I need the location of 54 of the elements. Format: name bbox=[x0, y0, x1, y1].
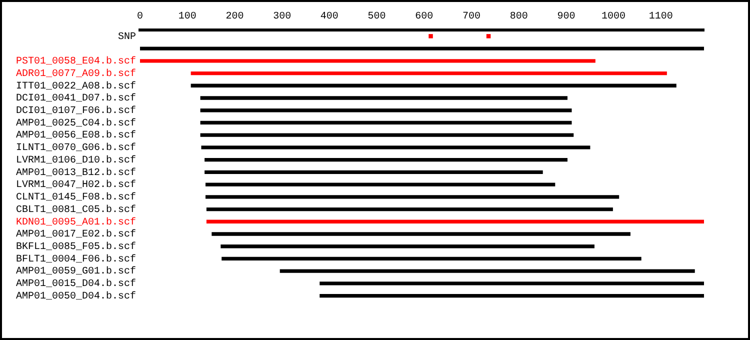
x-tick-label: 0 bbox=[137, 12, 144, 23]
y-tick-label: AMP01_0025_C04.b.scf bbox=[16, 117, 136, 130]
y-tick-label: SNP bbox=[118, 32, 136, 43]
bar bbox=[206, 207, 613, 212]
bar bbox=[222, 256, 642, 261]
y-tick-label: AMP01_0059_G01.b.scf bbox=[16, 266, 136, 278]
bar bbox=[140, 59, 596, 63]
y-tick-label: BKFL1_0085_F05.b.scf bbox=[16, 241, 136, 254]
x-tick-label: 100 bbox=[178, 12, 196, 23]
y-tick-label: DCI01_0107_F06.b.scf bbox=[16, 105, 136, 118]
x-tick-label: 500 bbox=[368, 12, 386, 23]
bar bbox=[140, 46, 704, 50]
bar bbox=[206, 182, 556, 186]
bar bbox=[206, 195, 620, 199]
x-tick-label: 300 bbox=[273, 12, 292, 23]
y-tick-label: ADR01_0077_A09.b.scf bbox=[16, 68, 136, 80]
bar bbox=[200, 133, 574, 137]
bar bbox=[320, 282, 704, 286]
bar bbox=[200, 108, 572, 112]
bar bbox=[280, 269, 695, 273]
bar bbox=[320, 294, 704, 298]
y-tick-label: PST01_0058_E04.b.scf bbox=[16, 56, 136, 68]
x-tick-label: 1000 bbox=[602, 12, 626, 23]
bar bbox=[220, 244, 594, 248]
bar bbox=[204, 158, 568, 162]
bar bbox=[200, 120, 572, 125]
bar bbox=[190, 71, 667, 76]
x-tick-label: 1100 bbox=[648, 12, 673, 23]
y-tick-label: AMP01_0017_E02.b.scf bbox=[16, 228, 136, 241]
x-tick-label: 700 bbox=[462, 12, 480, 23]
y-tick-label: AMP01_0056_E08.b.scf bbox=[16, 130, 136, 142]
bar bbox=[190, 84, 676, 88]
y-tick-label: AMP01_0013_B12.b.scf bbox=[16, 166, 136, 179]
x-tick-label: 600 bbox=[415, 12, 434, 23]
y-tick-label: CLNT1_0145_F08.b.scf bbox=[16, 192, 136, 204]
x-tick-label: 800 bbox=[510, 12, 528, 23]
y-tick-label: LVRM1_0047_H02.b.scf bbox=[16, 179, 136, 192]
y-tick-label: ILNT1_0070_G06.b.scf bbox=[16, 142, 136, 154]
y-tick-label: DCI01_0041_D07.b.scf bbox=[16, 92, 136, 105]
x-tick-label: 900 bbox=[557, 12, 576, 23]
y-tick-label: ITT01_0022_A08.b.scf bbox=[16, 80, 136, 92]
y-tick-label: LVRM1_0106_D10.b.scf bbox=[16, 154, 136, 166]
y-tick-label: KDN01_0095_A01.b.scf bbox=[16, 216, 136, 228]
y-tick-label: AMP01_0050_D04.b.scf bbox=[16, 290, 136, 302]
bar bbox=[200, 96, 568, 100]
bar bbox=[204, 170, 543, 174]
y-tick-label: BFLT1_0004_F06.b.scf bbox=[16, 253, 136, 266]
y-tick-label: CBLT1_0081_C05.b.scf bbox=[16, 204, 136, 216]
bar bbox=[212, 232, 630, 236]
bar bbox=[206, 220, 704, 224]
bar bbox=[201, 146, 590, 150]
y-tick-label: AMP01_0015_D04.b.scf bbox=[16, 278, 136, 290]
x-tick-label: 400 bbox=[320, 12, 338, 23]
x-tick-label: 200 bbox=[226, 12, 244, 23]
